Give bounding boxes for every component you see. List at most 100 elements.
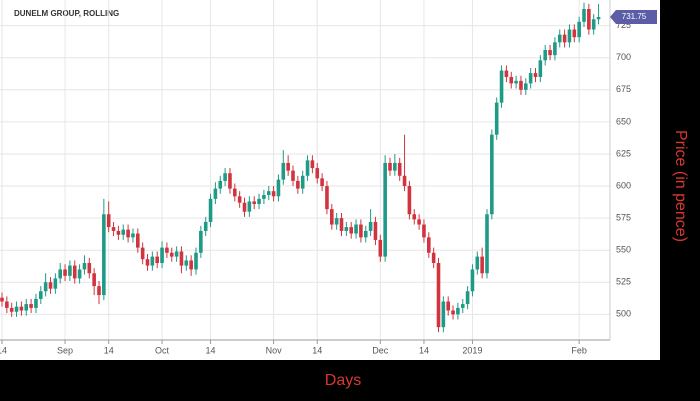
candle-body xyxy=(349,227,353,234)
candle-body xyxy=(514,80,518,84)
candle-body xyxy=(140,247,145,260)
candle-body xyxy=(0,297,4,302)
candle-body xyxy=(63,269,67,276)
candle-body xyxy=(310,160,315,169)
last-price-tag xyxy=(610,10,657,24)
y-axis-label: Price (in pence) xyxy=(672,130,689,242)
x-tick-label: Feb xyxy=(571,345,587,355)
candle-body xyxy=(422,224,426,238)
candle-body xyxy=(451,310,455,315)
candle-body xyxy=(281,162,286,180)
candle-body xyxy=(572,29,577,38)
x-tick-label: 14 xyxy=(312,345,322,355)
candle-body xyxy=(436,263,441,328)
candle-body xyxy=(397,162,402,176)
candle-body xyxy=(276,179,281,197)
candle-body xyxy=(150,256,155,266)
candle-body xyxy=(72,265,77,279)
y-tick-label: 650 xyxy=(616,116,631,126)
candle-body xyxy=(339,218,344,231)
candle-body xyxy=(116,230,121,235)
candle-body xyxy=(490,134,494,215)
candle-body xyxy=(5,301,9,308)
candle-body xyxy=(446,301,450,311)
candle-body xyxy=(237,196,242,203)
candle-body xyxy=(29,304,33,308)
x-tick-label: Nov xyxy=(266,345,283,355)
candle-body xyxy=(43,282,48,292)
candle-body xyxy=(208,198,213,222)
candle-body xyxy=(9,307,14,312)
candle-body xyxy=(121,229,126,235)
candle-body xyxy=(460,304,465,308)
candle-body xyxy=(553,42,557,56)
candle-body xyxy=(296,180,300,189)
candle-body xyxy=(509,76,514,84)
candle-body xyxy=(591,19,596,30)
candle-body xyxy=(548,50,552,56)
candle-body xyxy=(325,186,329,210)
candle-body xyxy=(111,227,116,231)
y-tick-label: 600 xyxy=(616,180,631,190)
candle-body xyxy=(587,8,591,30)
candle-body xyxy=(363,230,368,238)
x-tick-label: 14 xyxy=(419,345,429,355)
chart-background xyxy=(0,0,660,360)
candle-body xyxy=(334,218,339,225)
candle-body xyxy=(465,291,470,305)
candle-body xyxy=(19,306,24,311)
x-tick-label: Oct xyxy=(155,345,170,355)
candle-body xyxy=(427,237,431,253)
candle-body xyxy=(228,173,232,189)
candle-body xyxy=(160,247,164,264)
candle-body xyxy=(485,214,489,274)
candle-body xyxy=(48,282,53,289)
candle-body xyxy=(247,201,252,212)
candle-body xyxy=(504,70,509,77)
candle-body xyxy=(300,175,305,189)
candle-body xyxy=(106,214,111,228)
candle-body xyxy=(291,170,295,181)
candle-body xyxy=(82,263,87,270)
candle-body xyxy=(218,180,223,189)
candle-body xyxy=(262,195,266,199)
candle-body xyxy=(92,273,96,287)
candle-body xyxy=(582,8,586,22)
candle-body xyxy=(271,191,276,197)
candle-body xyxy=(97,286,101,296)
candle-body xyxy=(252,201,256,204)
candle-body xyxy=(174,251,179,257)
candle-body xyxy=(68,265,72,276)
candle-body xyxy=(456,307,460,315)
x-tick-label: 14 xyxy=(104,345,114,355)
y-tick-label: 500 xyxy=(616,309,631,319)
candle-body xyxy=(330,209,334,225)
candle-body xyxy=(417,219,421,225)
candle-body xyxy=(373,221,378,240)
candle-body xyxy=(344,227,349,231)
y-tick-label: 675 xyxy=(616,84,631,94)
candle-body xyxy=(184,260,189,266)
candle-body xyxy=(242,202,247,212)
candle-body xyxy=(315,168,320,179)
candle-body xyxy=(519,80,523,90)
candle-body xyxy=(266,191,271,196)
candle-body xyxy=(199,230,203,253)
candle-body xyxy=(567,29,572,43)
candle-body xyxy=(213,188,218,199)
candle-body xyxy=(155,256,159,264)
candle-body xyxy=(383,162,387,257)
candle-body xyxy=(102,214,106,296)
candle-body xyxy=(145,259,150,266)
candle-body xyxy=(194,252,198,270)
candle-body xyxy=(441,301,446,328)
candle-body xyxy=(470,269,475,292)
candle-body xyxy=(39,291,43,299)
candle-body xyxy=(431,252,436,264)
x-axis-label: Days xyxy=(325,372,361,389)
y-tick-label: 575 xyxy=(616,212,631,222)
chart-title: DUNELM GROUP, ROLLING xyxy=(14,9,119,18)
candle-body xyxy=(58,269,62,279)
candle-body xyxy=(257,198,261,204)
x-tick-label: Sep xyxy=(57,345,73,355)
